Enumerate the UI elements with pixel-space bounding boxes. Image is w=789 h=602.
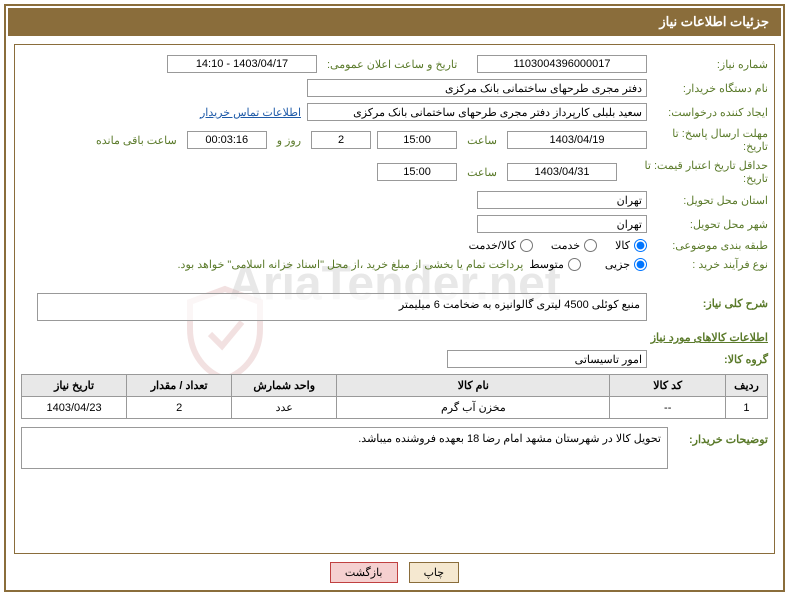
th-date: تاریخ نیاز — [22, 375, 127, 397]
requester-field[interactable] — [307, 103, 647, 121]
buyer-org-label: نام دستگاه خریدار: — [653, 82, 768, 95]
th-qty: تعداد / مقدار — [127, 375, 232, 397]
category-option-2[interactable]: کالا/خدمت — [469, 239, 533, 252]
category-option-1[interactable]: خدمت — [551, 239, 597, 252]
panel-content: شماره نیاز: تاریخ و ساعت اعلان عمومی: نا… — [14, 44, 775, 554]
category-radio-group: کالا خدمت کالا/خدمت — [469, 239, 647, 252]
print-button[interactable]: چاپ — [409, 562, 460, 583]
category-label: طبقه بندی موضوعی: — [653, 239, 768, 252]
th-code: کد کالا — [610, 375, 726, 397]
button-bar: چاپ بازگشت — [6, 562, 783, 583]
category-radio-0[interactable] — [634, 239, 647, 252]
process-note: پرداخت تمام یا بخشی از مبلغ خرید ،از محل… — [178, 258, 524, 271]
goods-table: ردیف کد کالا نام کالا واحد شمارش تعداد /… — [21, 374, 768, 419]
min-validity-time-label: ساعت — [467, 166, 497, 179]
process-option-1[interactable]: متوسط — [529, 258, 581, 271]
deadline-time-field[interactable] — [377, 131, 457, 149]
cell-qty: 2 — [127, 397, 232, 419]
th-name: نام کالا — [337, 375, 610, 397]
min-validity-date-field[interactable] — [507, 163, 617, 181]
announce-date-field[interactable] — [167, 55, 317, 73]
cell-index: 1 — [725, 397, 767, 419]
buyer-notes-label: توضیحات خریدار: — [668, 427, 768, 469]
goods-group-field[interactable] — [447, 350, 647, 368]
buyer-contact-link[interactable]: اطلاعات تماس خریدار — [200, 106, 301, 119]
cell-date: 1403/04/23 — [22, 397, 127, 419]
min-validity-time-field[interactable] — [377, 163, 457, 181]
process-label: نوع فرآیند خرید : — [653, 258, 768, 271]
buyer-org-field[interactable] — [307, 79, 647, 97]
announce-date-label: تاریخ و ساعت اعلان عمومی: — [327, 58, 467, 71]
city-field[interactable] — [477, 215, 647, 233]
process-radio-1[interactable] — [568, 258, 581, 271]
goods-section-title: اطلاعات کالاهای مورد نیاز — [21, 331, 768, 344]
table-header-row: ردیف کد کالا نام کالا واحد شمارش تعداد /… — [22, 375, 768, 397]
goods-group-label: گروه کالا: — [653, 353, 768, 366]
need-number-field[interactable] — [477, 55, 647, 73]
deadline-date-field[interactable] — [507, 131, 647, 149]
cell-unit: عدد — [232, 397, 337, 419]
deadline-remain-label: ساعت باقی مانده — [96, 134, 177, 147]
th-index: ردیف — [725, 375, 767, 397]
min-validity-label: حداقل تاریخ اعتبار قیمت: تا تاریخ: — [623, 159, 768, 185]
deadline-remain-field[interactable] — [187, 131, 267, 149]
requester-label: ایجاد کننده درخواست: — [653, 106, 768, 119]
need-number-label: شماره نیاز: — [653, 58, 768, 71]
cell-name: مخزن آب گرم — [337, 397, 610, 419]
description-box: منبع کوئلی 4500 لیتری گالوانیزه به ضخامت… — [37, 293, 647, 321]
province-field[interactable] — [477, 191, 647, 209]
process-radio-group: جزیی متوسط — [529, 258, 647, 271]
deadline-days-label: روز و — [277, 134, 301, 147]
category-radio-2[interactable] — [520, 239, 533, 252]
back-button[interactable]: بازگشت — [330, 562, 398, 583]
th-unit: واحد شمارش — [232, 375, 337, 397]
process-option-0[interactable]: جزیی — [605, 258, 647, 271]
panel-header: جزئیات اطلاعات نیاز — [8, 8, 781, 36]
deadline-days-field[interactable] — [311, 131, 371, 149]
deadline-time-label: ساعت — [467, 134, 497, 147]
category-radio-1[interactable] — [584, 239, 597, 252]
description-label: شرح کلی نیاز: — [653, 297, 768, 310]
cell-code: -- — [610, 397, 726, 419]
buyer-notes-box: تحویل کالا در شهرستان مشهد امام رضا 18 ب… — [21, 427, 668, 469]
deadline-label: مهلت ارسال پاسخ: تا تاریخ: — [653, 127, 768, 153]
category-option-0[interactable]: کالا — [615, 239, 647, 252]
province-label: استان محل تحویل: — [653, 194, 768, 207]
process-radio-0[interactable] — [634, 258, 647, 271]
main-panel: جزئیات اطلاعات نیاز شماره نیاز: تاریخ و … — [4, 4, 785, 592]
city-label: شهر محل تحویل: — [653, 218, 768, 231]
table-row: 1 -- مخزن آب گرم عدد 2 1403/04/23 — [22, 397, 768, 419]
